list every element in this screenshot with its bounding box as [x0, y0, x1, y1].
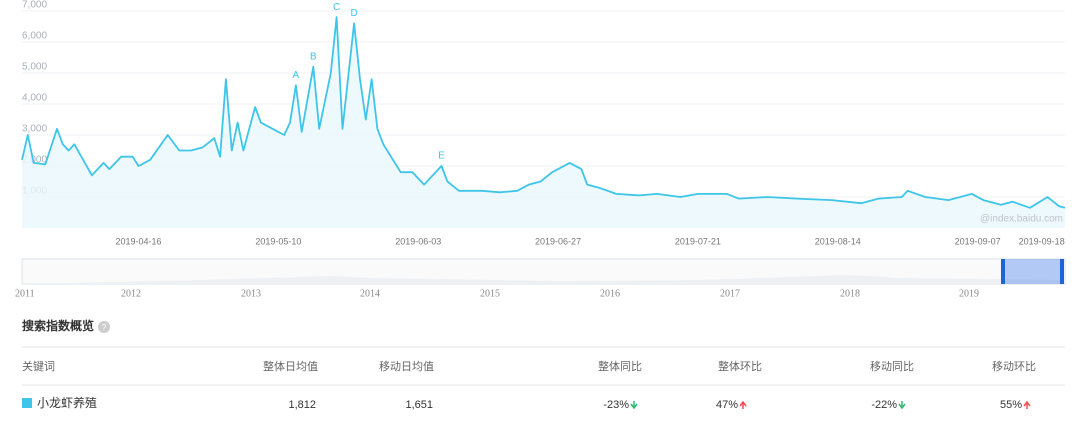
- navigator-label: 2016: [600, 288, 620, 299]
- navigator-label: 2018: [840, 288, 860, 299]
- y-tick-label: 4,000: [22, 93, 47, 104]
- navigator-label: 2017: [720, 288, 740, 299]
- column-header: 整体环比: [718, 359, 762, 373]
- column-header: 整体同比: [598, 359, 642, 373]
- help-icon[interactable]: [98, 321, 110, 333]
- x-tick-label: 2019-08-14: [815, 236, 861, 246]
- y-tick-label: 5,000: [22, 62, 47, 73]
- x-tick-label: 2019-07-21: [675, 236, 721, 246]
- cell: -22%: [871, 399, 897, 411]
- down-arrow: [630, 401, 638, 410]
- annotation: E: [438, 151, 445, 162]
- navigator-overview: [22, 275, 1065, 284]
- keyword-swatch: [22, 398, 32, 408]
- navigator-label: 2011: [15, 288, 35, 299]
- help-icon-mark: ?: [101, 322, 106, 332]
- up-arrow: [1023, 400, 1031, 409]
- navigator-selection[interactable]: [1003, 259, 1062, 284]
- annotation: D: [351, 8, 358, 19]
- watermark: @index.baidu.com: [980, 214, 1063, 225]
- y-tick-label: 3,000: [22, 124, 47, 135]
- x-tick-label: 2019-09-07: [955, 236, 1001, 246]
- x-tick-label: 2019-05-10: [255, 236, 301, 246]
- y-tick-label: 7,000: [22, 0, 47, 11]
- navigator-label: 2013: [241, 288, 261, 299]
- column-header: 移动同比: [870, 360, 914, 373]
- cell: -23%: [603, 399, 629, 411]
- y-tick-label: 2,000: [22, 155, 47, 166]
- annotation: A: [293, 70, 300, 81]
- navigator-label: 2014: [360, 288, 380, 299]
- x-tick-label: 2019-06-03: [395, 236, 441, 246]
- x-tick-label: 2019-06-27: [535, 236, 581, 246]
- annotation: B: [310, 51, 317, 62]
- column-header: 移动日均值: [379, 360, 434, 373]
- area: [22, 17, 1065, 229]
- annotation: C: [333, 2, 340, 13]
- navigator-label: 2015: [480, 288, 500, 299]
- section-title: 搜索指数概览: [22, 318, 94, 333]
- cell: 55%: [1000, 399, 1022, 411]
- cell: 1,812: [288, 399, 316, 411]
- navigator-label: 2012: [121, 288, 141, 299]
- line: [21, 16, 1066, 209]
- cell: 1,651: [405, 399, 433, 411]
- column-header: 整体日均值: [263, 359, 318, 373]
- navigator-label: 2019: [959, 288, 979, 299]
- navigator-handle[interactable]: [1001, 259, 1005, 284]
- up-arrow: [739, 400, 747, 409]
- keyword: 小龙虾养殖: [37, 395, 97, 410]
- column-header: 关键词: [22, 359, 55, 373]
- column-header: 移动环比: [992, 360, 1036, 373]
- down-arrow: [898, 401, 906, 410]
- x-tick-label: 2019-04-16: [116, 236, 162, 246]
- y-tick-label: 6,000: [22, 31, 47, 42]
- navigator-handle[interactable]: [1060, 259, 1064, 284]
- x-tick-label: 2019-09-18: [1019, 236, 1065, 246]
- cell: 47%: [716, 399, 738, 411]
